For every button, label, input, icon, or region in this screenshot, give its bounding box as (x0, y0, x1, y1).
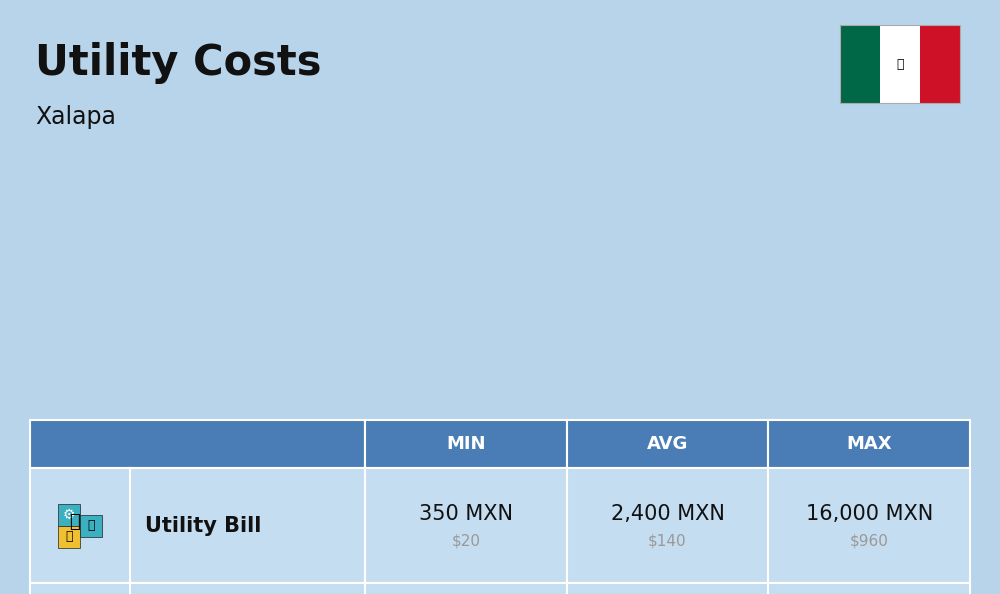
Text: Xalapa: Xalapa (35, 105, 116, 129)
Bar (840, 25, 880, 103)
Text: 2,400 MXN: 2,400 MXN (611, 504, 724, 523)
Text: MAX: MAX (846, 435, 892, 453)
Text: $20: $20 (451, 534, 480, 549)
Bar (58, 526, 80, 548)
Text: 350 MXN: 350 MXN (419, 504, 513, 523)
Text: $140: $140 (648, 534, 687, 549)
Bar (567, 420, 768, 468)
Bar (768, 420, 970, 468)
Text: Utility Costs: Utility Costs (35, 42, 322, 84)
Bar (365, 420, 567, 468)
Text: 🦅: 🦅 (896, 58, 904, 71)
Bar (30, 468, 970, 583)
Bar (30, 583, 970, 594)
Bar (80, 514, 102, 536)
Text: 🧑: 🧑 (70, 513, 80, 530)
Bar (30, 420, 365, 468)
Bar (880, 25, 920, 103)
Text: Utility Bill: Utility Bill (145, 516, 261, 536)
Text: MIN: MIN (446, 435, 486, 453)
Bar (840, 25, 960, 103)
Bar (58, 504, 80, 526)
Text: 16,000 MXN: 16,000 MXN (806, 504, 933, 523)
Text: ⚙: ⚙ (63, 507, 75, 522)
Text: 🔌: 🔌 (65, 530, 73, 543)
Text: $960: $960 (850, 534, 889, 549)
Text: AVG: AVG (647, 435, 688, 453)
Bar (920, 25, 960, 103)
Text: 💧: 💧 (87, 519, 95, 532)
